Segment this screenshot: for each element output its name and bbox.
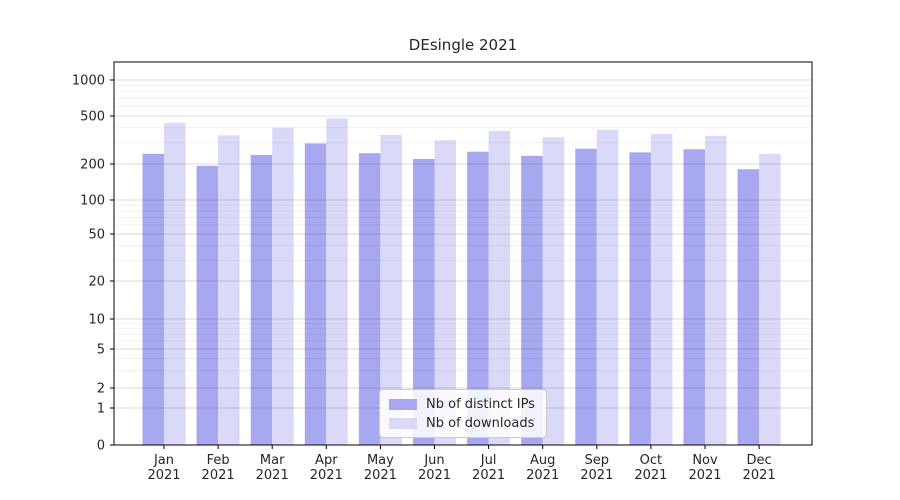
bar-distinct-ips-apr [304,143,327,445]
x-tick-label-month-sep: Sep [585,453,610,468]
bar-downloads-aug [542,137,565,445]
y-tick-label-20: 20 [88,275,105,290]
x-tick-label-year-jul: 2021 [472,468,505,483]
x-tick-label-month-apr: Apr [315,453,338,468]
bar-downloads-dec [759,153,781,445]
x-tick-label-year-jan: 2021 [147,468,180,483]
y-tick-label-0: 0 [97,439,105,454]
x-tick-label-year-oct: 2021 [634,468,667,483]
x-tick-label-year-sep: 2021 [580,468,613,483]
bar-downloads-jun [434,140,456,445]
x-tick-label-month-dec: Dec [747,453,772,468]
y-tick-label-5: 5 [97,343,105,358]
x-tick-label-month-jan: Jan [153,453,174,468]
y-tick-label-1: 1 [97,402,105,417]
x-tick-label-month-jul: Jul [480,453,497,468]
bar-distinct-ips-jan [142,153,164,445]
bar-distinct-ips-aug [521,155,543,446]
x-tick-label-month-oct: Oct [640,453,662,468]
bar-downloads-oct [650,133,673,445]
chart-title: DEsingle 2021 [408,36,518,54]
legend: Nb of distinct IPs Nb of downloads [379,389,547,438]
y-tick-label-10: 10 [88,313,105,328]
legend-entry-downloads: Nb of downloads [389,416,537,431]
bar-downloads-apr [326,118,348,446]
bar-distinct-ips-may [358,153,381,446]
x-tick-label-month-feb: Feb [207,453,230,468]
bar-downloads-nov [705,135,727,445]
y-tick-label-200: 200 [80,158,105,173]
bar-distinct-ips-jun [413,159,435,445]
y-tick-label-1000: 1000 [72,74,105,89]
plot-border [113,61,813,446]
x-tick-label-year-feb: 2021 [202,468,235,483]
bar-downloads-jan [164,122,186,445]
y-tick-label-50: 50 [88,228,105,243]
bar-distinct-ips-dec [737,169,760,445]
bar-distinct-ips-nov [683,149,705,445]
x-tick-label-year-mar: 2021 [256,468,289,483]
x-tick-label-year-apr: 2021 [310,468,343,483]
bar-downloads-may [380,134,402,445]
x-tick-label-year-aug: 2021 [526,468,559,483]
bar-distinct-ips-sep [575,148,597,446]
legend-swatch-downloads [389,417,417,429]
x-tick-label-year-jun: 2021 [418,468,451,483]
y-tick-label-100: 100 [80,194,105,209]
x-tick-label-year-may: 2021 [364,468,397,483]
bar-downloads-jul [488,130,511,445]
x-tick-label-month-jun: Jun [423,453,444,468]
bar-downloads-mar [272,127,294,446]
x-tick-label-month-mar: Mar [260,453,285,468]
legend-entry-distinct-ips: Nb of distinct IPs [389,397,537,412]
bar-distinct-ips-oct [629,152,651,445]
legend-swatch-distinct-ips [389,398,417,410]
legend-label-downloads: Nb of downloads [426,415,535,431]
x-tick-label-year-dec: 2021 [743,468,776,483]
x-tick-label-year-nov: 2021 [688,468,721,483]
y-tick-label-500: 500 [80,110,105,125]
bar-downloads-feb [218,135,240,445]
bar-distinct-ips-feb [196,165,219,445]
x-tick-label-month-aug: Aug [530,453,555,468]
bar-distinct-ips-jul [467,151,489,445]
x-tick-label-month-may: May [367,453,394,468]
y-tick-label-2: 2 [97,382,105,397]
legend-label-distinct-ips: Nb of distinct IPs [426,396,535,412]
bar-downloads-sep [596,129,619,445]
bar-distinct-ips-mar [250,154,273,445]
x-tick-label-month-nov: Nov [692,453,718,468]
